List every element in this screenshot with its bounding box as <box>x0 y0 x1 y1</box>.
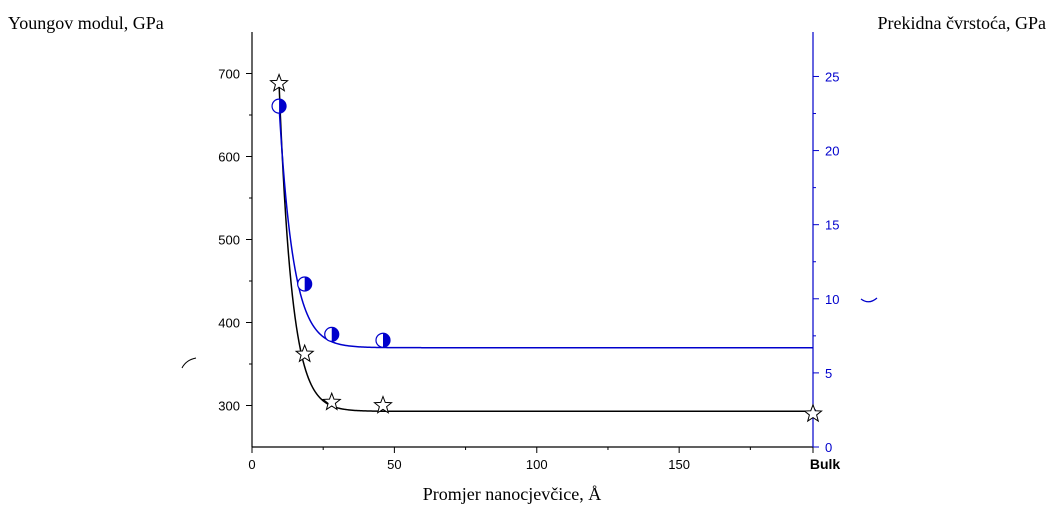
data-point-star <box>294 343 315 363</box>
y-right-tick-label: 20 <box>825 144 839 159</box>
data-point-circle <box>375 332 391 348</box>
data-point-star <box>269 73 289 92</box>
data-point-star <box>321 391 342 411</box>
axes: 0 50 100 150 Bulk 300 400 500 600 700 0 5 10 15 20 25 <box>181 32 878 472</box>
x-tick-label: 150 <box>668 457 690 472</box>
circle-half-fill <box>331 327 339 342</box>
y-left-tick-label: 300 <box>218 399 240 414</box>
stray-mark-right <box>860 297 878 303</box>
y-left-tick-label: 400 <box>218 316 240 331</box>
chart-labels: Youngov modul, GPa Prekidna čvrstoća, GP… <box>8 13 1046 504</box>
data-point-circle <box>297 276 313 292</box>
x-axis-title: Promjer nanocjevčice, Å <box>423 484 601 504</box>
data-point-circle <box>324 326 340 342</box>
x-tick-label: Bulk <box>810 456 841 472</box>
y-right-tick-label: 10 <box>825 292 839 307</box>
data-point-star <box>373 395 393 414</box>
x-tick-label: 100 <box>526 457 548 472</box>
y-right-tick-label: 0 <box>825 440 832 455</box>
circle-half-fill <box>279 99 287 114</box>
data-point-circle <box>271 98 287 114</box>
circle-half-fill <box>304 276 312 291</box>
circle-half-fill <box>382 333 390 348</box>
y-axis-right-title: Prekidna čvrstoća, GPa <box>878 13 1046 33</box>
data-point-star <box>803 403 823 423</box>
y-right-tick-label: 15 <box>825 218 839 233</box>
y-right-tick-label: 5 <box>825 366 832 381</box>
stray-mark-left <box>181 357 197 369</box>
y-right-tick-label: 25 <box>825 69 839 84</box>
x-tick-label: 0 <box>248 457 255 472</box>
fit-curves <box>278 83 813 413</box>
y-axis-left-title: Youngov modul, GPa <box>8 13 164 33</box>
data-markers <box>269 73 823 423</box>
y-left-tick-label: 700 <box>218 67 240 82</box>
x-tick-label: 50 <box>387 457 401 472</box>
fit-curve-2 <box>278 106 813 349</box>
fit-curve-1 <box>278 83 813 413</box>
y-left-tick-label: 500 <box>218 233 240 248</box>
y-left-tick-label: 600 <box>218 150 240 165</box>
